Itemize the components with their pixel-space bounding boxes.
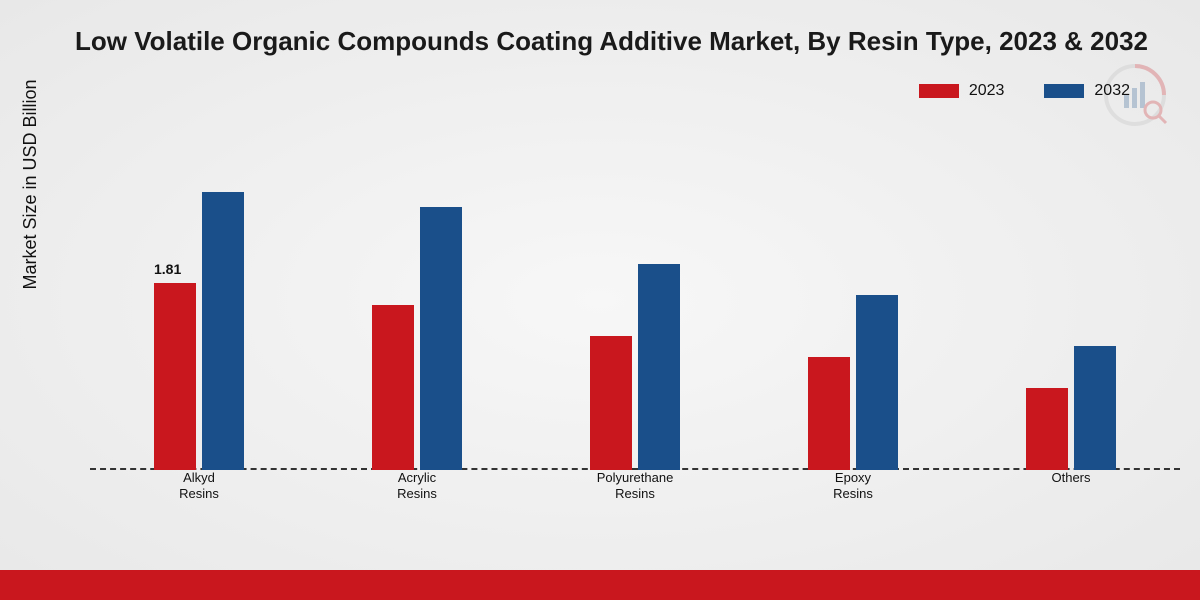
bar-value-label: 1.81 [154,261,181,277]
bar-2023 [808,357,850,470]
y-axis-label: Market Size in USD Billion [20,79,41,289]
x-tick-label: Acrylic Resins [357,470,477,510]
bar-group [372,207,462,470]
bar-2032 [420,207,462,470]
bar-2032 [638,264,680,470]
x-tick-label: Alkyd Resins [139,470,259,510]
legend-label-2023: 2023 [969,82,1005,100]
legend-item-2023: 2023 [919,82,1005,100]
x-axis-labels: Alkyd Resins Acrylic Resins Polyurethane R… [90,470,1180,510]
bar-2023 [590,336,632,470]
legend-item-2032: 2032 [1044,82,1130,100]
bar-2023 [1026,388,1068,471]
x-tick-label: Polyurethane Resins [575,470,695,510]
x-tick-label: Epoxy Resins [793,470,913,510]
chart-title: Low Volatile Organic Compounds Coating A… [75,25,1190,58]
bar-2023 [372,305,414,470]
chart-page: Low Volatile Organic Compounds Coating A… [0,0,1200,600]
footer-strip [0,570,1200,600]
legend: 2023 2032 [919,82,1130,100]
bar-2023: 1.81 [154,283,196,470]
bar-2032 [1074,346,1116,470]
bar-groups: 1.81 [90,140,1180,470]
legend-swatch-2023 [919,84,959,98]
plot-area: 1.81 Alkyd Resins Acrylic Resins Polyureth… [90,140,1180,510]
legend-label-2032: 2032 [1094,82,1130,100]
bar-group: 1.81 [154,192,244,470]
legend-swatch-2032 [1044,84,1084,98]
x-tick-label: Others [1011,470,1131,510]
bar-2032 [856,295,898,470]
bar-group [1026,346,1116,470]
bar-group [590,264,680,470]
bar-group [808,295,898,470]
bar-2032 [202,192,244,470]
